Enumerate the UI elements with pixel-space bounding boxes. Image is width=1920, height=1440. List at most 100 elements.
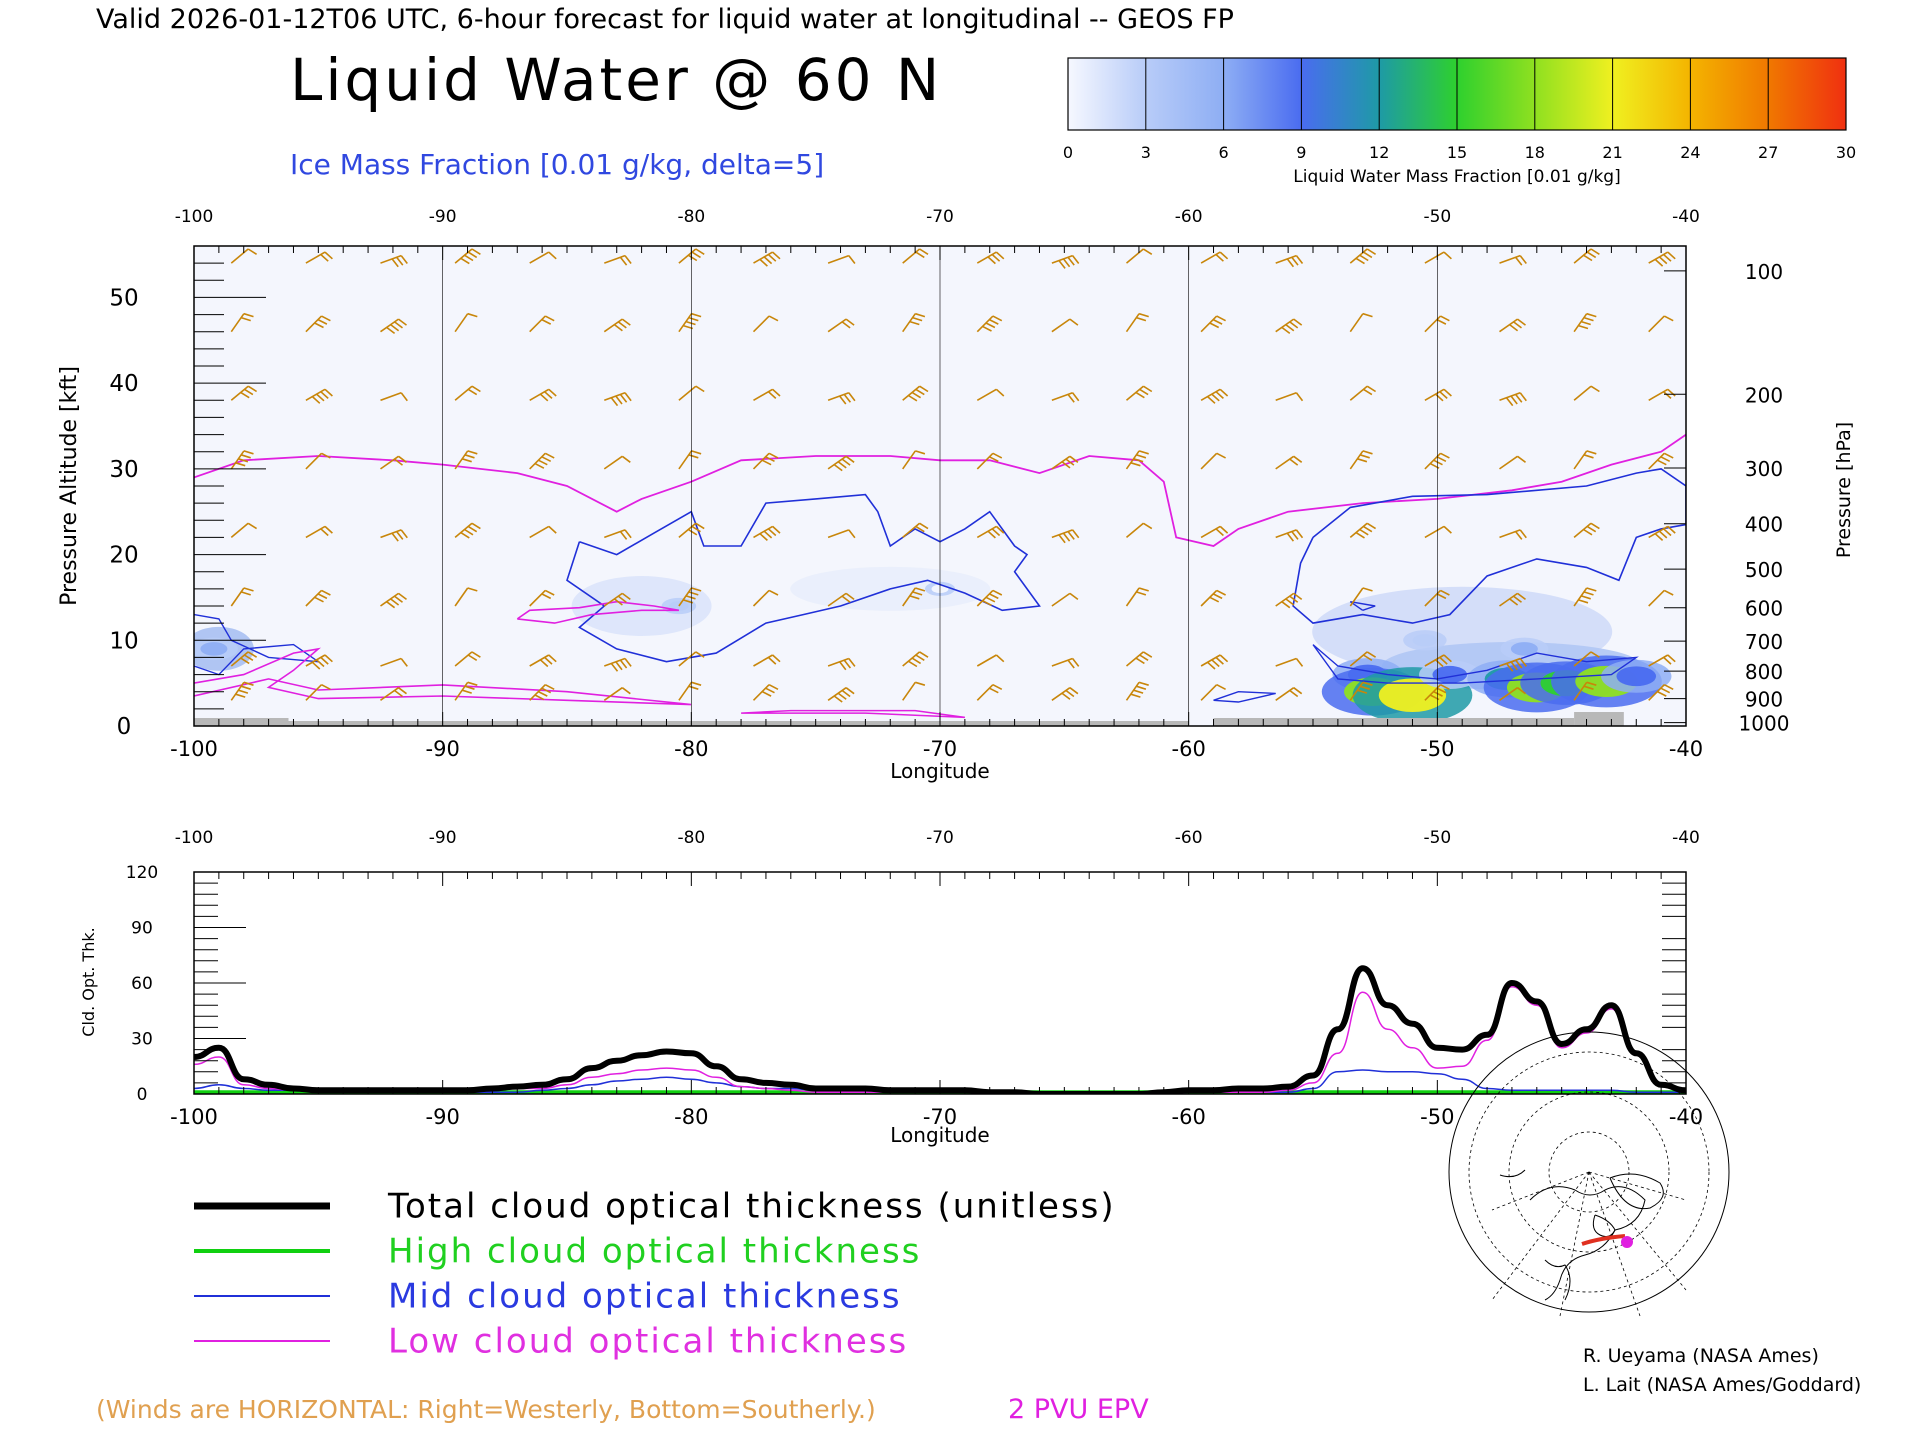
wind-barb bbox=[230, 385, 258, 401]
bottom-x-tick-label-upper: -60 bbox=[1175, 828, 1203, 848]
wind-barb bbox=[753, 525, 781, 541]
colorbar-tick-label: 9 bbox=[1296, 143, 1306, 162]
bottom-x-tick-label: -90 bbox=[426, 1105, 460, 1129]
wind-barb bbox=[753, 388, 781, 401]
ice-contour-line bbox=[566, 493, 1041, 663]
wind-barb bbox=[230, 681, 254, 701]
wind-barb bbox=[678, 450, 702, 470]
pv-contour-line bbox=[516, 600, 680, 624]
wind-barb bbox=[902, 522, 929, 539]
legend-label-total: Total cloud optical thickness (unitless) bbox=[387, 1187, 1116, 1227]
subtitle-ice: Ice Mass Fraction [0.01 g/kg, delta=5] bbox=[290, 148, 824, 181]
wind-barb bbox=[1573, 522, 1600, 539]
wind-barb bbox=[1275, 592, 1303, 609]
wind-barb bbox=[1499, 529, 1527, 540]
wind-barb bbox=[604, 254, 632, 266]
wind-barb bbox=[753, 654, 781, 667]
wind-barb bbox=[1125, 522, 1153, 539]
wind-barb bbox=[230, 651, 258, 667]
wind-barb bbox=[1200, 315, 1226, 333]
wind-barb bbox=[752, 452, 779, 470]
wind-barb bbox=[1424, 251, 1452, 264]
wind-barb bbox=[1573, 587, 1597, 607]
wind-barb bbox=[1499, 392, 1527, 407]
wind-barb bbox=[1051, 687, 1079, 701]
wind-barb bbox=[752, 315, 779, 333]
wind-barb bbox=[230, 587, 254, 607]
wind-barb bbox=[1200, 251, 1229, 264]
wind-barb bbox=[827, 529, 856, 539]
wind-barb bbox=[1200, 525, 1229, 539]
wind-barb bbox=[305, 388, 333, 404]
bottom-y-tick-label: 60 bbox=[131, 974, 153, 994]
wind-barb bbox=[529, 654, 557, 668]
wind-barb bbox=[1499, 254, 1527, 266]
wind-barb bbox=[454, 587, 478, 607]
bottom-y-tick-label: 90 bbox=[131, 919, 153, 939]
ice-contour-line bbox=[1312, 644, 1639, 684]
wind-barb bbox=[1349, 312, 1373, 333]
wind-barb bbox=[827, 455, 855, 472]
top-y-tick-label: 20 bbox=[109, 543, 138, 569]
pressure-tick-label: 200 bbox=[1745, 383, 1783, 407]
wind-barb bbox=[230, 312, 254, 333]
terrain-segment bbox=[194, 718, 289, 726]
wind-barb bbox=[1573, 385, 1600, 401]
bottom-x-tick-label: -70 bbox=[923, 1105, 957, 1129]
liquid-water-core bbox=[200, 642, 228, 656]
wind-barb bbox=[902, 312, 926, 333]
top-x-tick-label: -50 bbox=[1420, 737, 1454, 761]
wind-barb bbox=[976, 452, 1003, 470]
wind-barb bbox=[1349, 681, 1373, 701]
wind-barb bbox=[1648, 525, 1676, 541]
wind-barb bbox=[1648, 251, 1676, 267]
top-x-tick-label: -70 bbox=[923, 737, 957, 761]
wind-barb bbox=[827, 318, 855, 333]
wind-barbs bbox=[230, 248, 1676, 703]
credit-line-2: L. Lait (NASA Ames/Goddard) bbox=[1583, 1374, 1861, 1396]
wind-barb bbox=[678, 248, 705, 264]
wind-barb bbox=[603, 592, 631, 607]
map-grid-lines bbox=[1468, 1051, 1710, 1317]
wind-barb bbox=[529, 388, 557, 402]
wind-barb bbox=[529, 589, 555, 607]
wind-barb bbox=[230, 450, 254, 470]
colorbar-tick-label: 0 bbox=[1063, 143, 1073, 162]
terrain-segment bbox=[1213, 718, 1575, 726]
ice-field-area bbox=[571, 576, 712, 636]
bottom-x-tick-label-upper: -80 bbox=[677, 828, 705, 848]
bottom-y-tick-label: 120 bbox=[126, 863, 158, 883]
bottom-x-tick-label: -100 bbox=[170, 1105, 218, 1129]
colorbar-tick-label: 27 bbox=[1758, 143, 1778, 162]
wind-barb bbox=[1275, 687, 1303, 701]
top-y-tick-label: 10 bbox=[109, 628, 138, 654]
wind-barb bbox=[1125, 450, 1149, 470]
liquid-water-core bbox=[1510, 642, 1538, 656]
wind-barb bbox=[1573, 450, 1597, 470]
wind-barb bbox=[380, 318, 407, 335]
wind-barb bbox=[976, 388, 1005, 401]
top-y-tick-label: 0 bbox=[117, 714, 132, 740]
wind-barb bbox=[678, 385, 705, 401]
top-panel: -100 -100 -90 -90 -80 -80 -70 -70 -60 -60 -50 -50 -4… bbox=[57, 207, 1855, 783]
bottom-x-tick-label: -40 bbox=[1669, 1105, 1703, 1129]
wind-barb bbox=[1051, 592, 1079, 607]
wind-barb bbox=[1349, 587, 1373, 607]
wind-barb bbox=[1349, 248, 1377, 265]
wind-barb bbox=[1573, 651, 1600, 667]
wind-barb bbox=[230, 248, 258, 264]
wind-barb bbox=[1125, 587, 1149, 607]
pressure-tick-label: 400 bbox=[1745, 513, 1783, 537]
bottom-plot-area bbox=[194, 872, 1686, 1094]
valid-line: Valid 2026-01-12T06 UTC, 6-hour forecast… bbox=[96, 4, 1234, 35]
bottom-x-tick-label: -50 bbox=[1420, 1105, 1454, 1129]
wind-barb bbox=[305, 315, 331, 333]
terrain-segment bbox=[1574, 712, 1624, 726]
wind-barb bbox=[1125, 312, 1149, 333]
map-marker bbox=[1621, 1236, 1633, 1248]
wind-barb bbox=[1499, 687, 1526, 701]
wind-barb bbox=[305, 525, 333, 539]
wind-barb bbox=[529, 683, 555, 701]
wind-barb bbox=[902, 651, 929, 668]
